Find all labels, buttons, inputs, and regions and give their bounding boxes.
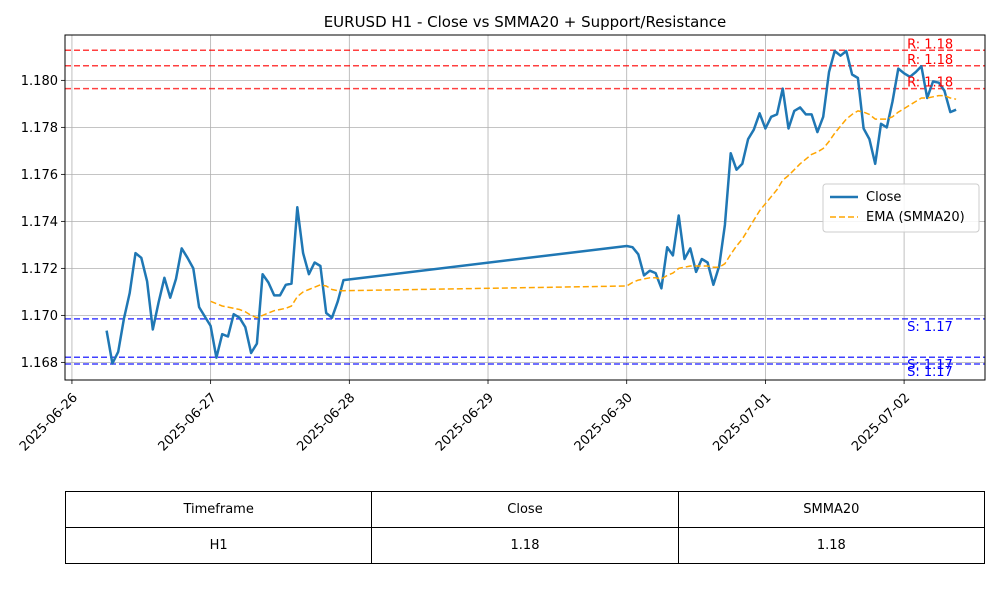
- series-lines: [105, 49, 957, 365]
- header-cell-timeframe: Timeframe: [64, 491, 373, 528]
- summary-table: Timeframe Close SMMA20 H1 1.18 1.18: [64, 491, 986, 564]
- support-resistance-lines: [65, 49, 985, 365]
- legend: Close EMA (SMMA20): [822, 183, 980, 233]
- resistance-label: R: 1.18: [907, 76, 953, 91]
- table-row: H1 1.18 1.18: [64, 527, 986, 564]
- grid-lines: [65, 35, 985, 380]
- x-tick-label: 2025-07-02: [849, 390, 913, 454]
- x-tick-label: 2025-06-28: [294, 390, 358, 454]
- resistance-label: R: 1.18: [907, 37, 953, 52]
- close-price-line: [105, 49, 957, 365]
- resistance-label: R: 1.18: [907, 53, 953, 68]
- y-tick-label: 1.178: [21, 121, 58, 136]
- axis-ticks: 2025-06-26 2025-06-27 2025-06-28 2025-06-29…: [17, 74, 913, 455]
- table-header-row: Timeframe Close SMMA20: [64, 491, 986, 528]
- y-tick-label: 1.168: [21, 356, 58, 371]
- y-tick-label: 1.172: [21, 262, 58, 277]
- y-tick-label: 1.180: [21, 74, 58, 89]
- smma20-line: [210, 94, 957, 319]
- plot-frame: [64, 34, 986, 381]
- legend-box: [822, 183, 980, 233]
- support-label: S: 1.17: [907, 365, 953, 380]
- support-label: S: 1.17: [907, 320, 953, 335]
- y-tick-label: 1.174: [21, 215, 58, 230]
- header-cell-smma20: SMMA20: [677, 491, 986, 528]
- y-tick-label: 1.170: [21, 309, 58, 324]
- x-tick-label: 2025-06-29: [433, 390, 497, 454]
- chart-canvas: EURUSD H1 - Close vs SMMA20 + Support/Re…: [17, 13, 986, 455]
- support-label: S: 1.17: [907, 358, 953, 373]
- y-tick-label: 1.176: [21, 168, 58, 183]
- cell-close: 1.18: [371, 527, 679, 564]
- x-tick-label: 2025-06-30: [572, 390, 636, 454]
- header-cell-close: Close: [371, 491, 679, 528]
- x-tick-label: 2025-06-27: [156, 390, 220, 454]
- cell-timeframe: H1: [64, 527, 373, 564]
- x-tick-label: 2025-06-26: [17, 390, 81, 454]
- legend-label-ema: EMA (SMMA20): [866, 210, 965, 225]
- legend-label-close: Close: [866, 190, 901, 205]
- support-resistance-labels: R: 1.18R: 1.18R: 1.18S: 1.17S: 1.17S: 1.…: [907, 37, 953, 380]
- chart-title: EURUSD H1 - Close vs SMMA20 + Support/Re…: [324, 13, 727, 31]
- cell-smma20: 1.18: [677, 527, 986, 564]
- x-tick-label: 2025-07-01: [710, 390, 774, 454]
